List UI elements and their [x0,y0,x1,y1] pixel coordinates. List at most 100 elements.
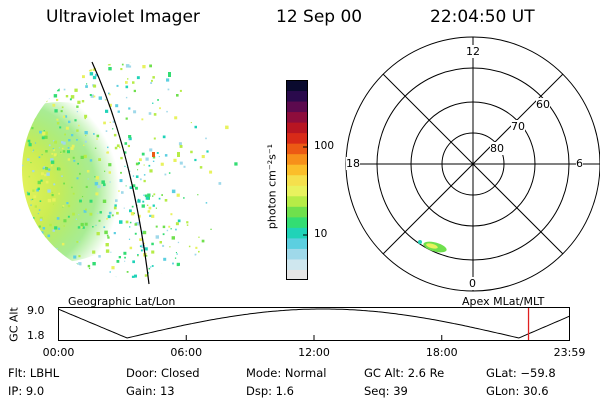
speckle-pixel [144,274,149,278]
speckle-pixel [136,76,140,80]
speckle-pixel [28,285,31,288]
speckle-pixel [128,135,132,139]
speckle-pixel [103,121,106,125]
speckle-pixel [77,62,81,65]
speckle-pixel [135,175,139,178]
speckle-pixel [23,254,27,258]
speckle-pixel [148,112,152,115]
speckle-pixel [34,99,37,101]
speckle-pixel [40,179,43,182]
speckle-pixel [39,87,43,91]
aurora-glow [22,102,145,262]
speckle-pixel [158,156,160,158]
speckle-pixel [148,164,151,167]
speckle-pixel [28,143,32,147]
speckle-pixel [87,264,91,268]
speckle-pixel [34,205,37,208]
speckle-pixel [105,130,108,132]
colorbar-tick-100: 100 [314,140,335,152]
speckle-pixel [75,62,79,63]
speckle-pixel [119,146,121,149]
speckle-pixel [54,62,59,63]
speckle-pixel [105,109,109,113]
speckle-pixel [26,86,30,90]
speckle-pixel [206,150,209,153]
speckle-pixel [125,64,130,68]
speckle-pixel [52,198,56,202]
speckle-pixel [88,66,92,70]
speckle-pixel [172,58,174,60]
speckle-pixel [51,265,54,268]
glat-info: GLat: −59.8 [486,366,556,380]
speckle-pixel [45,150,48,153]
colorbar-band [286,90,308,102]
speckle-pixel [134,232,137,235]
speckle-pixel [116,211,119,215]
speckle-pixel [70,95,75,99]
speckle-pixel [59,126,62,129]
speckle-pixel [96,134,100,138]
timeline-tick-label: 23:59 [553,346,586,359]
speckle-pixel [39,200,42,202]
speckle-pixel [48,168,51,171]
speckle-pixel [88,267,91,270]
speckle-pixel [125,81,128,84]
speckle-pixel [178,142,182,146]
speckle-pixel [144,247,148,251]
speckle-pixel [117,285,119,287]
speckle-pixel [188,245,191,248]
speckle-pixel [137,254,139,256]
speckle-pixel [34,142,37,144]
speckle-pixel [160,162,164,166]
speckle-pixel [49,223,52,227]
speckle-pixel [127,78,129,80]
speckle-pixel [18,281,20,283]
speckle-pixel [198,250,200,253]
speckle-pixel [56,247,58,250]
speckle-pixel [30,162,32,164]
speckle-pixel [54,226,58,230]
dsp-info: Dsp: 1.6 [246,384,294,398]
speckle-pixel [19,237,22,240]
speckle-pixel [105,249,110,253]
speckle-pixel [120,156,123,160]
speckle-pixel [47,189,51,193]
speckle-pixel [78,124,80,127]
speckle-pixel [129,246,133,250]
speckle-pixel [76,129,79,132]
speckle-pixel [152,160,155,162]
speckle-pixel [23,107,27,111]
speckle-pixel [53,183,56,186]
speckle-pixel [108,103,112,107]
speckle-pixel [146,54,148,56]
speckle-pixel [121,63,124,66]
speckle-pixel [18,287,21,290]
speckle-pixel [67,215,70,218]
ip-info: IP: 9.0 [8,384,45,398]
speckle-pixel [232,52,233,53]
speckle-pixel [33,230,35,233]
speckle-pixel [50,160,55,164]
speckle-pixel [101,180,105,184]
speckle-pixel [49,248,54,252]
speckle-pixel [41,154,43,156]
speckle-pixel [21,59,23,61]
speckle-pixel [151,79,153,82]
speckle-pixel [52,203,54,205]
speckle-pixel [41,172,44,176]
speckle-pixel [56,98,59,102]
speckle-pixel [97,212,99,214]
speckle-pixel [63,269,65,271]
colorbar-band [286,258,308,270]
speckle-pixel [111,290,112,291]
speckle-pixel [133,290,136,292]
speckle-pixel [18,277,21,280]
speckle-pixel [70,146,74,150]
speckle-pixel [95,192,99,196]
speckle-pixel [41,136,45,140]
speckle-pixel [75,218,77,220]
speckle-pixel [121,191,124,194]
speckle-pixel [38,271,42,275]
speckle-pixel [79,172,81,175]
